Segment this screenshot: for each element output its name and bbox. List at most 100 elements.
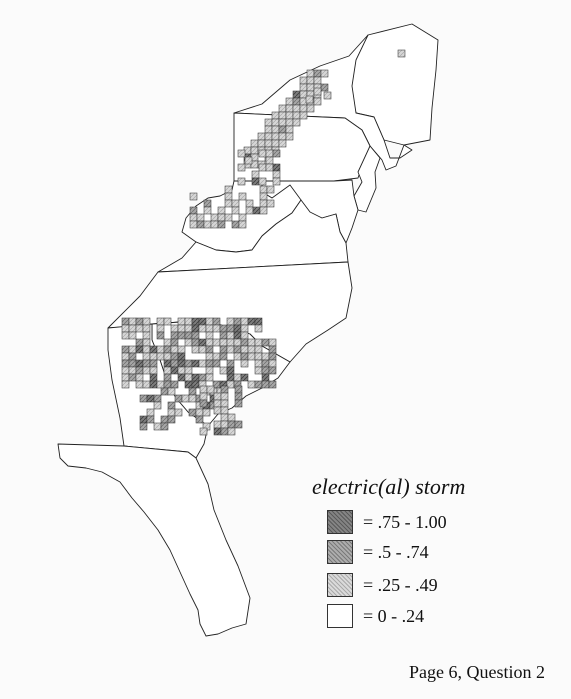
grid-cell: [188, 408, 197, 417]
state-new-jersey: [353, 145, 381, 213]
grid-cell: [170, 380, 179, 389]
grid-cell: [245, 206, 254, 215]
state-virginia: [157, 199, 349, 273]
grid-cell: [226, 373, 235, 382]
grid-cell: [313, 69, 322, 78]
grid-cell: [264, 125, 273, 134]
grid-cell: [160, 387, 169, 396]
grid-cell: [184, 373, 193, 382]
grid-cell: [240, 338, 249, 347]
grid-cell: [323, 91, 332, 100]
grid-cell: [156, 352, 165, 361]
grid-cell: [153, 422, 162, 431]
grid-cell: [198, 317, 207, 326]
grid-cell: [278, 132, 287, 141]
grid-cell: [177, 366, 186, 375]
grid-cell: [268, 359, 277, 368]
grid-cell: [217, 206, 226, 215]
grid-cell: [240, 317, 249, 326]
grid-cell: [142, 331, 151, 340]
grid-cell: [254, 359, 263, 368]
grid-cell: [142, 366, 151, 375]
grid-cell: [397, 49, 406, 58]
legend-swatch-low: [327, 604, 353, 628]
grid-cell: [247, 380, 256, 389]
grid-cell: [142, 352, 151, 361]
grid-cell: [220, 406, 229, 415]
grid-cell: [191, 373, 200, 382]
grid-cell: [121, 380, 130, 389]
grid-cell: [220, 385, 229, 394]
grid-cell: [278, 104, 287, 113]
grid-cell: [156, 331, 165, 340]
grid-cell: [135, 373, 144, 382]
grid-cell: [252, 206, 261, 215]
grid-cell: [250, 146, 259, 155]
grid-cell: [181, 394, 190, 403]
grid-cell: [167, 415, 176, 424]
grid-cell: [224, 213, 233, 222]
legend-label-low: = 0 - .24: [363, 605, 425, 626]
legend-label-upper-mid: = .5 - .74: [363, 541, 429, 562]
grid-cell: [264, 132, 273, 141]
grid-cell: [167, 387, 176, 396]
grid-cell: [128, 324, 137, 333]
grid-cell: [250, 139, 259, 148]
grid-cell: [189, 206, 198, 215]
grid-cell: [285, 104, 294, 113]
legend-item-upper-mid: = .5 - .74: [327, 539, 429, 565]
grid-cell: [285, 125, 294, 134]
grid-cell: [177, 373, 186, 382]
grid-cell: [139, 422, 148, 431]
grid-cell: [205, 324, 214, 333]
grid-cell: [163, 373, 172, 382]
grid-cell: [233, 331, 242, 340]
grid-cell: [227, 413, 236, 422]
grid-cell: [163, 380, 172, 389]
grid-cell: [220, 413, 229, 422]
grid-cell: [121, 352, 130, 361]
grid-cell: [234, 399, 243, 408]
grid-cell: [170, 331, 179, 340]
grid-cell: [184, 324, 193, 333]
grid-cell: [135, 380, 144, 389]
grid-cell: [266, 199, 275, 208]
grid-cell: [217, 213, 226, 222]
grid-cell: [258, 149, 267, 158]
grid-cell: [212, 359, 221, 368]
legend-item-lower-mid: = .25 - .49: [327, 572, 438, 598]
grid-cell: [285, 97, 294, 106]
grid-cell: [177, 359, 186, 368]
grid-cell: [189, 213, 198, 222]
grid-cell: [313, 87, 322, 96]
grid-cell: [247, 345, 256, 354]
grid-cell: [156, 345, 165, 354]
grid-cell: [226, 338, 235, 347]
grid-cell: [240, 373, 249, 382]
grid-cell: [121, 359, 130, 368]
grid-cell: [153, 394, 162, 403]
grid-cell: [261, 359, 270, 368]
grid-cell: [231, 206, 240, 215]
grid-cell: [128, 317, 137, 326]
grid-cell: [163, 366, 172, 375]
grid-cell: [271, 132, 280, 141]
grid-cell: [184, 359, 193, 368]
grid-cell: [306, 104, 315, 113]
grid-cell: [254, 324, 263, 333]
grid-cell: [272, 149, 281, 158]
grid-cell: [146, 394, 155, 403]
grid-cell: [220, 427, 229, 436]
grid-cell: [285, 111, 294, 120]
grid-cell: [170, 352, 179, 361]
grid-cell: [234, 420, 243, 429]
grid-cell: [191, 380, 200, 389]
grid-cell: [184, 317, 193, 326]
grid-cell: [299, 76, 308, 85]
grid-cell: [320, 69, 329, 78]
grid-cell: [199, 392, 208, 401]
grid-cell: [184, 338, 193, 347]
grid-cell: [219, 331, 228, 340]
grid-cell: [251, 170, 260, 179]
